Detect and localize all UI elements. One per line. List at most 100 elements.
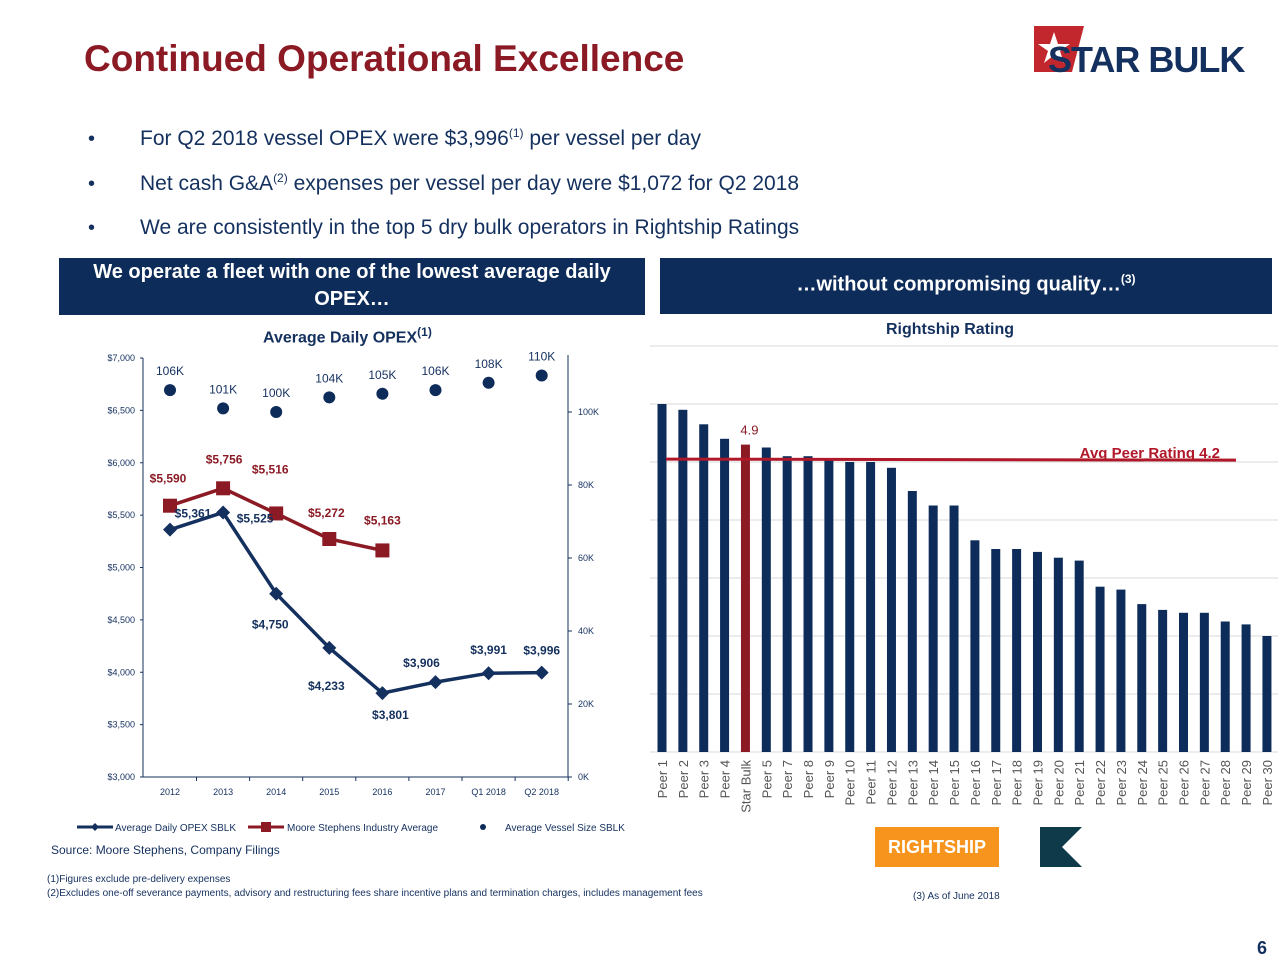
legend-size-marker xyxy=(480,824,486,830)
category-label: Peer 20 xyxy=(1051,760,1066,806)
rating-bar xyxy=(782,456,792,752)
right-tick-label: 0K xyxy=(578,772,589,782)
sblk-point xyxy=(375,686,390,701)
x-tick-label: Q2 2018 xyxy=(524,787,559,797)
vessel-size-label: 106K xyxy=(156,364,184,378)
category-label: Peer 24 xyxy=(1135,760,1150,806)
category-label: Peer 29 xyxy=(1239,760,1254,806)
left-tick-label: $3,500 xyxy=(107,720,135,730)
bullet-text: We are consistently in the top 5 dry bul… xyxy=(140,216,800,239)
rating-bar xyxy=(1137,604,1147,752)
category-label: Peer 4 xyxy=(718,760,733,798)
avg-peer-rating-label: Avg Peer Rating 4.2 xyxy=(1080,445,1220,462)
category-label: Peer 25 xyxy=(1156,760,1171,806)
rating-bar xyxy=(803,456,813,752)
rating-bar xyxy=(866,462,876,752)
left-tick-label: $7,000 xyxy=(107,353,135,363)
title-text: Average Daily OPEX xyxy=(263,329,418,347)
vessel-size-label: 110K xyxy=(528,350,555,364)
category-label: Peer 13 xyxy=(905,760,920,806)
category-label: Peer 23 xyxy=(1114,760,1129,806)
vessel-size-point xyxy=(376,387,389,400)
moore-point xyxy=(269,506,284,521)
rating-bar xyxy=(1158,609,1168,752)
moore-point xyxy=(375,543,390,558)
vessel-size-point xyxy=(323,391,336,404)
sblk-label: $5,361 xyxy=(175,507,212,521)
rating-bar xyxy=(886,467,896,752)
sblk-label: $3,996 xyxy=(523,644,560,658)
legend-sblk-label: Average Daily OPEX SBLK xyxy=(115,823,236,834)
category-label: Peer 8 xyxy=(801,760,816,798)
sblk-point xyxy=(428,675,443,690)
opex-chart-title: Average Daily OPEX(1) xyxy=(263,325,432,347)
right-tick-label: 40K xyxy=(578,626,594,636)
sblk-label: $5,525 xyxy=(237,512,274,526)
vessel-size-point xyxy=(535,369,548,382)
rating-bar xyxy=(907,491,917,752)
category-label: Peer 12 xyxy=(884,760,899,806)
left-tick-label: $3,000 xyxy=(107,772,135,782)
rating-bar xyxy=(991,549,1001,752)
category-label: Peer 5 xyxy=(759,760,774,798)
banner-text: …without compromising quality… xyxy=(796,273,1121,296)
category-label: Peer 18 xyxy=(1010,760,1025,806)
rightship-date-note: (3) As of June 2018 xyxy=(913,891,1000,902)
rating-bar xyxy=(657,404,667,752)
x-tick-label: 2014 xyxy=(266,787,286,797)
category-label: Peer 9 xyxy=(822,760,837,798)
category-label: Peer 14 xyxy=(926,760,941,806)
category-label: Peer 16 xyxy=(968,760,983,806)
x-tick-label: 2016 xyxy=(372,787,392,797)
rating-bar xyxy=(949,505,959,752)
vessel-size-label: 104K xyxy=(315,371,343,385)
rating-bar xyxy=(1074,560,1084,752)
vessel-size-point xyxy=(164,384,176,397)
category-label: Peer 3 xyxy=(697,760,712,798)
rating-bar xyxy=(1095,586,1105,752)
legend-sblk-marker xyxy=(91,823,99,831)
category-label: Peer 21 xyxy=(1072,760,1087,806)
sblk-point xyxy=(322,640,337,655)
rightship-chart-title: Rightship Rating xyxy=(886,321,1014,338)
rating-bar xyxy=(1116,589,1126,752)
bullet-ga: • Net cash G&A(2) expenses per vessel per… xyxy=(88,171,800,195)
moore-label: $5,272 xyxy=(308,506,345,520)
category-label: Peer 27 xyxy=(1197,760,1212,806)
left-banner: We operate a fleet with one of the lowes… xyxy=(59,258,645,315)
vessel-size-label: 100K xyxy=(262,386,290,400)
rating-bar xyxy=(970,540,980,752)
bullet-text: per vessel per day xyxy=(523,127,701,150)
footnote-ref: (1) xyxy=(508,126,524,140)
left-tick-label: $4,500 xyxy=(107,615,135,625)
left-tick-label: $6,000 xyxy=(107,458,135,468)
vessel-size-label: 106K xyxy=(421,364,449,378)
opex-chart: $3,000 $3,500 $4,000 $4,500 $5,000 $5,500 $6,0… xyxy=(77,350,625,834)
star-bulk-logo: STAR BULK xyxy=(1034,26,1246,74)
vessel-size-label: 108K xyxy=(475,357,503,371)
sblk-label: $4,233 xyxy=(308,679,345,693)
rating-bar xyxy=(1199,612,1209,752)
sblk-line xyxy=(169,510,542,695)
right-tick-label: 60K xyxy=(578,553,594,563)
legend-moore-marker xyxy=(261,822,271,832)
vessel-size-point xyxy=(429,384,442,397)
category-label: Peer 1 xyxy=(655,760,670,798)
footnote-1: (1)Figures exclude pre-delivery expenses xyxy=(47,874,231,885)
right-tick-label: 20K xyxy=(578,699,594,709)
rating-bar xyxy=(824,459,834,752)
right-tick-label: 100K xyxy=(578,407,599,417)
bullet-text: expenses per vessel per day were $1,072 … xyxy=(287,172,800,195)
source-note: Source: Moore Stephens, Company Filings xyxy=(51,843,280,857)
footnote-ref: (3) xyxy=(1120,272,1136,286)
moore-label: $5,590 xyxy=(150,472,187,486)
page-number: 6 xyxy=(1257,938,1268,958)
rightship-logo: RIGHTSHIP xyxy=(875,827,999,867)
avg-peer-rating-line xyxy=(665,457,1237,462)
right-tick-label: 80K xyxy=(578,480,594,490)
rating-bar xyxy=(699,424,709,752)
rating-bar xyxy=(1241,624,1251,752)
legend-size-label: Average Vessel Size SBLK xyxy=(505,823,625,834)
sblk-label: $3,906 xyxy=(403,656,440,670)
